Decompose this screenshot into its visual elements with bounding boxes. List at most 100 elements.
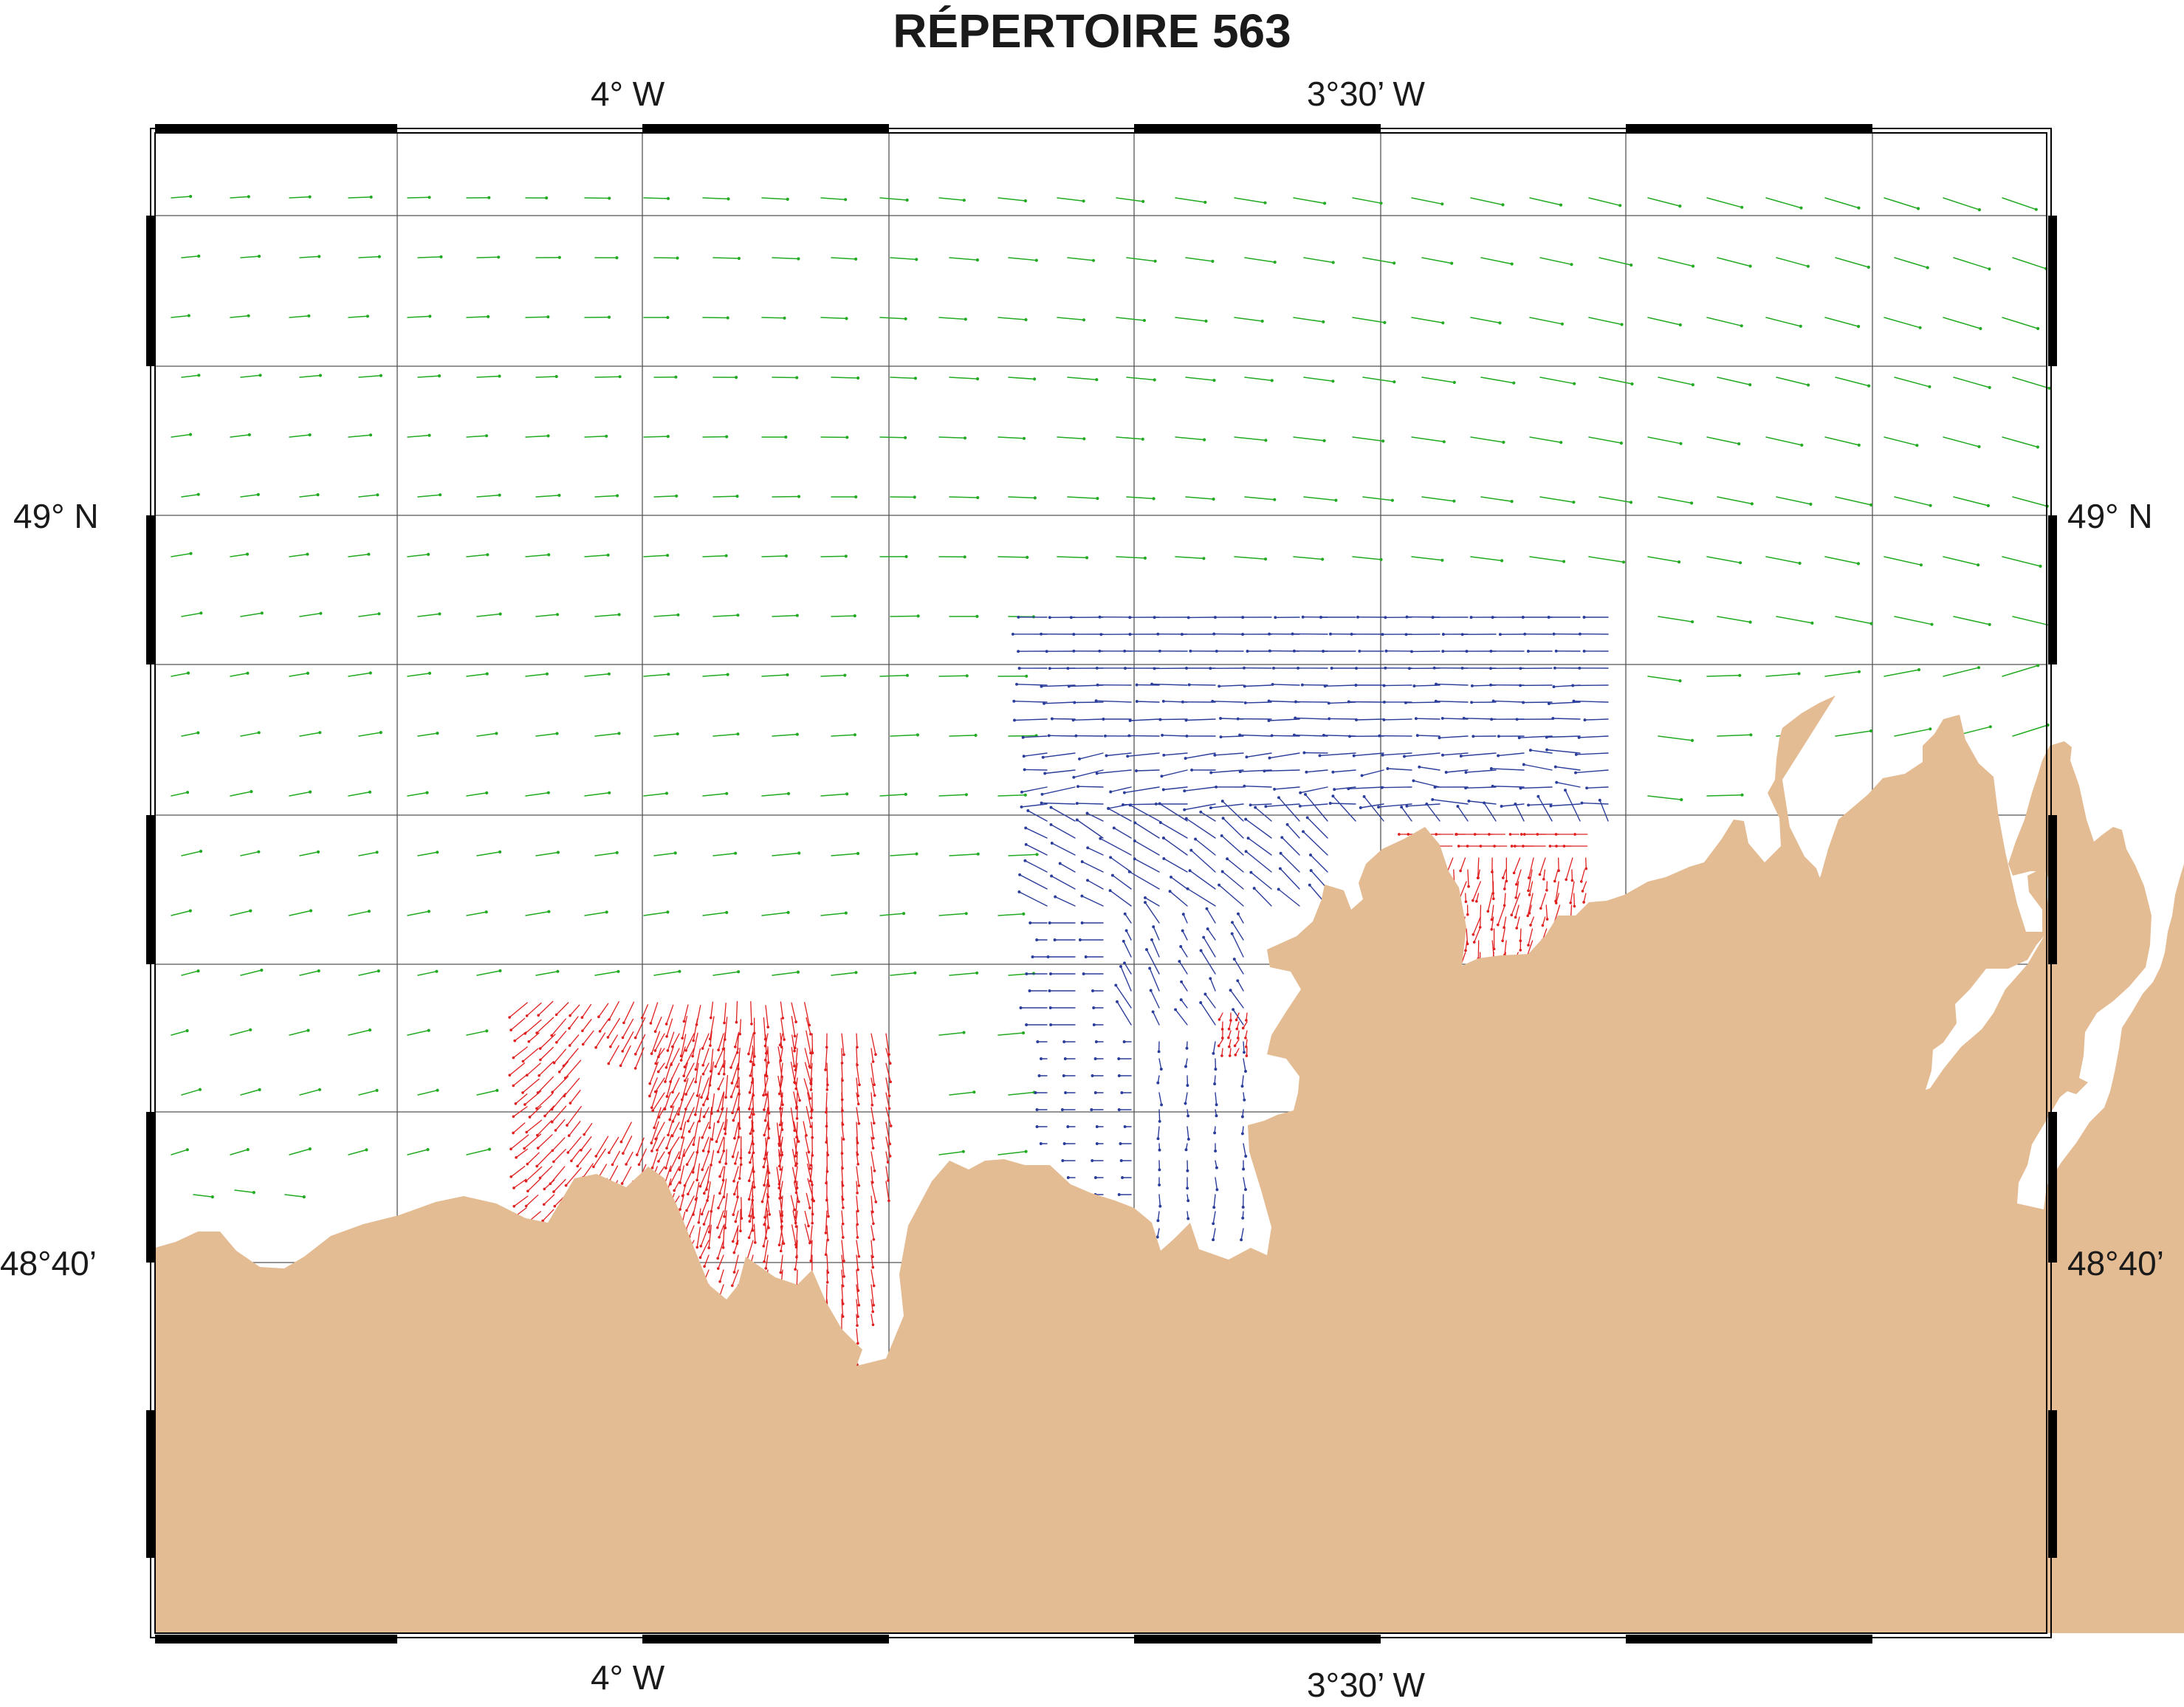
current-vector: [525, 791, 549, 797]
vector-head: [872, 1222, 875, 1226]
current-vector: [1057, 197, 1085, 202]
current-vector: [608, 1136, 619, 1153]
current-vector: [761, 793, 789, 797]
vector-head: [1215, 1103, 1218, 1107]
current-vector: [512, 1106, 528, 1117]
current-vector: [1184, 803, 1216, 811]
current-vector: [1059, 862, 1076, 873]
vector-head: [673, 851, 677, 855]
vector-head: [1218, 684, 1221, 688]
current-vector: [732, 1136, 739, 1158]
vector-head: [671, 1120, 675, 1123]
vector-head: [526, 1189, 529, 1193]
current-vector: [1406, 803, 1440, 807]
current-vector: [681, 1015, 688, 1039]
vector-head: [554, 1040, 558, 1044]
current-vector: [1125, 930, 1132, 941]
vector-head: [1323, 202, 1327, 205]
vector-head: [1522, 701, 1525, 704]
vector-head: [1145, 948, 1148, 952]
current-vector: [1411, 436, 1445, 443]
vector-head: [197, 254, 201, 258]
current-vector: [807, 1092, 812, 1112]
current-vector: [1598, 377, 1633, 385]
vector-head: [620, 1182, 624, 1185]
current-vector: [749, 1210, 754, 1222]
vector-head: [368, 1028, 372, 1032]
current-vector: [709, 1107, 712, 1129]
vector-head: [856, 1315, 859, 1319]
vector-head: [749, 1074, 752, 1077]
current-vector: [949, 735, 977, 737]
vector-head: [737, 256, 741, 261]
current-vector: [795, 1210, 798, 1224]
vector-head: [498, 612, 502, 616]
current-vector: [1240, 1228, 1244, 1240]
vector-head: [1095, 666, 1099, 670]
current-vector: [1542, 916, 1546, 927]
current-vector: [611, 1150, 620, 1166]
current-vector: [1200, 949, 1216, 975]
current-vector: [749, 1092, 754, 1110]
vector-head: [594, 1045, 597, 1049]
current-vector: [299, 732, 321, 737]
current-vector: [610, 1034, 618, 1048]
vector-head: [1218, 1018, 1221, 1021]
vector-head: [1393, 380, 1396, 384]
vector-head: [554, 1129, 557, 1132]
vector-head: [1522, 833, 1526, 836]
current-vector: [1706, 197, 1742, 208]
current-vector: [750, 1048, 754, 1062]
vector-head: [1988, 385, 1991, 390]
current-vector: [643, 436, 669, 438]
vector-head: [1062, 1040, 1066, 1043]
vector-head: [1472, 941, 1476, 944]
current-vector: [1647, 795, 1683, 800]
vector-head: [1268, 632, 1271, 636]
vector-head: [306, 552, 309, 556]
vector-head: [1246, 650, 1249, 653]
current-vector: [1500, 803, 1525, 807]
current-vector: [1158, 1194, 1161, 1207]
vector-head: [1489, 667, 1492, 670]
current-vector: [772, 971, 799, 976]
vector-head: [1120, 1091, 1124, 1094]
current-vector: [1717, 377, 1751, 385]
current-vector: [678, 1092, 685, 1115]
current-vector: [1209, 978, 1216, 992]
current-vector: [804, 1002, 810, 1026]
current-vector: [841, 1195, 844, 1209]
current-vector: [1584, 718, 1609, 721]
vector-head: [1082, 318, 1086, 322]
vector-head: [1264, 805, 1268, 808]
vector-head: [1384, 666, 1387, 670]
current-vector: [584, 554, 609, 557]
vector-head: [808, 1066, 812, 1069]
current-vector: [1894, 257, 1929, 269]
current-vector: [358, 374, 382, 378]
vector-head: [196, 969, 200, 973]
current-vector: [230, 315, 250, 318]
current-vector: [240, 494, 259, 498]
current-vector: [795, 1077, 798, 1090]
vector-head: [1528, 749, 1532, 752]
vector-head: [247, 314, 250, 317]
current-vector: [1706, 317, 1742, 327]
current-vector: [1588, 197, 1621, 207]
vector-head: [1012, 699, 1016, 703]
vector-head: [1036, 1040, 1040, 1043]
vector-head: [1235, 1027, 1239, 1031]
vector-head: [1678, 205, 1682, 208]
vector-head: [1126, 755, 1130, 758]
current-vector: [555, 1002, 569, 1015]
current-vector: [1203, 936, 1216, 958]
current-vector: [1158, 1058, 1162, 1070]
vector-head: [1154, 802, 1158, 806]
vector-head: [1213, 753, 1217, 757]
vector-head: [1024, 826, 1028, 830]
vector-head: [1381, 439, 1385, 443]
current-vector: [1178, 961, 1188, 975]
vector-head: [666, 1049, 670, 1052]
vector-head: [1025, 972, 1029, 975]
current-vector: [1776, 257, 1809, 267]
